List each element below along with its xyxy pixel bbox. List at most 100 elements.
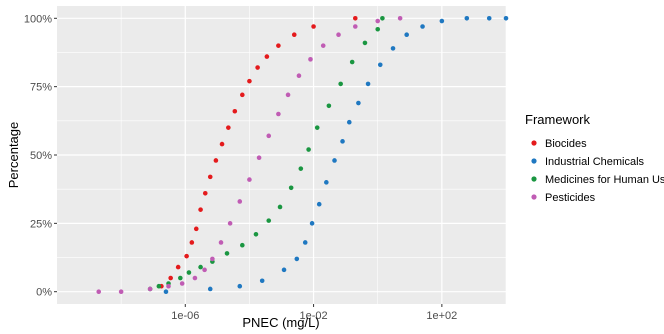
point-medicines-for-human-use <box>156 283 162 289</box>
point-industrial-chemicals <box>503 16 509 21</box>
point-pesticides <box>285 92 291 98</box>
legend-title: Framework <box>525 112 591 127</box>
point-industrial-chemicals <box>294 256 300 262</box>
point-industrial-chemicals <box>356 100 361 106</box>
point-pesticides <box>296 73 302 79</box>
point-medicines-for-human-use <box>326 103 332 109</box>
point-biocides <box>193 226 199 232</box>
point-pesticides <box>308 57 313 62</box>
point-biocides <box>189 240 195 245</box>
legend-label-biocides: Biocides <box>545 138 587 150</box>
point-biocides <box>207 174 213 180</box>
point-industrial-chemicals <box>340 139 345 144</box>
legend-label-medicines-for-human-use: Medicines for Human Use <box>545 174 664 186</box>
point-pesticides <box>276 111 281 117</box>
point-pesticides <box>118 289 124 294</box>
point-industrial-chemicals <box>439 18 445 24</box>
point-medicines-for-human-use <box>338 81 343 87</box>
y-tick-label: 100% <box>24 13 52 25</box>
point-pesticides <box>192 275 198 281</box>
point-pesticides <box>256 155 262 161</box>
point-pesticides <box>218 240 224 245</box>
point-pesticides <box>266 133 272 139</box>
point-medicines-for-human-use <box>314 125 320 130</box>
point-pesticides <box>375 18 381 24</box>
point-biocides <box>291 32 297 38</box>
point-biocides <box>276 43 281 48</box>
x-axis-title: PNEC (mg/L) <box>242 315 319 330</box>
legend-key-biocides <box>531 140 537 146</box>
y-tick-label: 25% <box>30 218 52 230</box>
x-tick-label: 1e+02 <box>426 310 457 322</box>
point-industrial-chemicals <box>259 278 265 284</box>
point-biocides <box>213 158 219 163</box>
legend-key-medicines-for-human-use <box>531 176 537 182</box>
point-industrial-chemicals <box>346 119 352 125</box>
legend-label-pesticides: Pesticides <box>545 192 596 204</box>
point-pesticides <box>247 177 252 182</box>
point-medicines-for-human-use <box>253 231 259 237</box>
point-industrial-chemicals <box>207 286 213 292</box>
point-industrial-chemicals <box>332 158 337 163</box>
point-industrial-chemicals <box>404 32 409 38</box>
point-medicines-for-human-use <box>306 147 311 152</box>
legend: Framework Biocides Industrial Chemicals Me… <box>525 112 664 204</box>
point-industrial-chemicals <box>486 16 492 21</box>
point-biocides <box>247 78 252 84</box>
point-biocides <box>264 54 270 59</box>
point-biocides <box>184 253 189 259</box>
point-pesticides <box>397 16 403 21</box>
point-pesticides <box>96 289 102 294</box>
point-industrial-chemicals <box>377 62 383 68</box>
point-medicines-for-human-use <box>198 264 203 270</box>
y-tick-label: 75% <box>30 82 52 94</box>
point-biocides <box>311 24 316 29</box>
point-biocides <box>232 108 238 114</box>
x-tick-label: 1e-06 <box>171 310 199 322</box>
point-biocides <box>219 141 225 147</box>
grid-lines <box>57 6 507 304</box>
point-pesticides <box>210 256 215 262</box>
point-industrial-chemicals <box>281 267 287 273</box>
point-industrial-chemicals <box>464 16 470 21</box>
point-industrial-chemicals <box>390 46 396 51</box>
y-tick-label: 50% <box>30 150 52 162</box>
point-biocides <box>255 65 260 70</box>
point-medicines-for-human-use <box>349 59 355 65</box>
point-medicines-for-human-use <box>298 166 304 171</box>
y-axis-title: Percentage <box>6 122 21 189</box>
point-biocides <box>198 207 203 212</box>
point-pesticides <box>147 286 153 292</box>
point-biocides <box>168 275 173 281</box>
y-axis-ticks: 0% 25% 50% 75% 100% <box>24 13 57 299</box>
point-medicines-for-human-use <box>277 204 283 210</box>
legend-label-industrial-chemicals: Industrial Chemicals <box>545 156 645 168</box>
point-medicines-for-human-use <box>178 275 183 281</box>
point-biocides <box>226 125 231 130</box>
point-industrial-chemicals <box>324 180 329 185</box>
legend-key-industrial-chemicals <box>531 158 537 164</box>
point-pesticides <box>202 267 207 273</box>
x-axis-ticks: 1e-06 1e-02 1e+02 <box>171 304 457 322</box>
point-industrial-chemicals <box>420 24 425 29</box>
point-medicines-for-human-use <box>186 270 192 275</box>
point-medicines-for-human-use <box>240 242 245 248</box>
point-pesticides <box>320 43 326 48</box>
point-pesticides <box>336 32 341 38</box>
point-pesticides <box>227 221 233 226</box>
point-industrial-chemicals <box>309 221 315 226</box>
x-tick-label: 1e-02 <box>300 310 328 322</box>
point-pesticides <box>237 199 243 204</box>
point-biocides <box>202 190 208 196</box>
point-medicines-for-human-use <box>375 26 381 32</box>
point-medicines-for-human-use <box>362 40 368 46</box>
data-points <box>96 16 509 294</box>
point-biocides <box>175 264 181 270</box>
point-pesticides <box>179 281 185 286</box>
y-tick-label: 0% <box>36 287 52 299</box>
point-biocides <box>240 92 245 98</box>
point-medicines-for-human-use <box>224 251 230 256</box>
point-medicines-for-human-use <box>288 185 294 191</box>
point-industrial-chemicals <box>302 240 308 245</box>
